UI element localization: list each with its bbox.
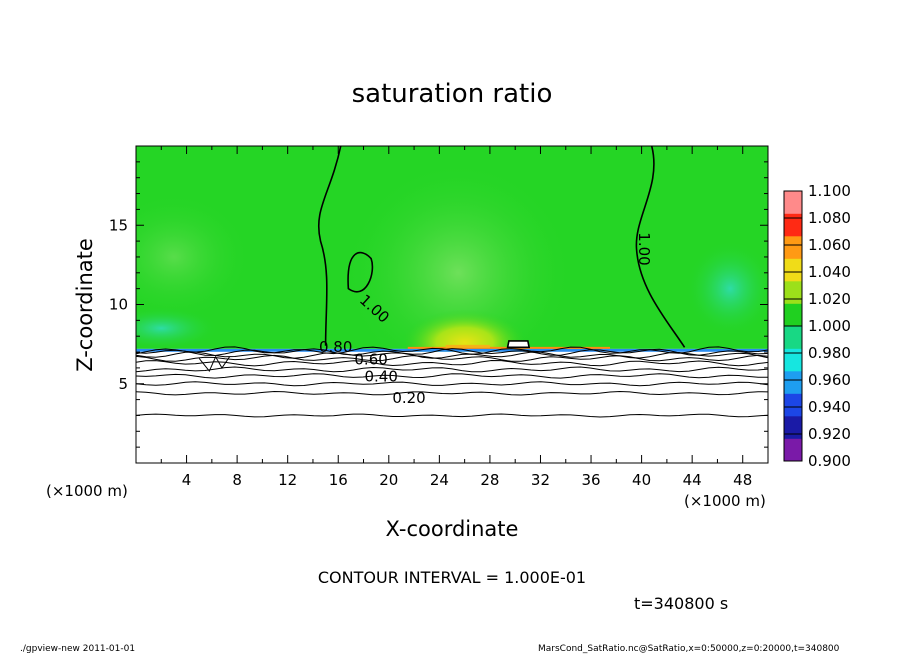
y-axis: 5 10 15 bbox=[109, 161, 768, 448]
colorbar-swatch bbox=[784, 213, 802, 237]
x-unit-left: (×1000 m) bbox=[46, 482, 128, 500]
contour-line bbox=[136, 351, 768, 359]
x-tick-label: 40 bbox=[632, 471, 651, 489]
contour-line bbox=[136, 413, 768, 418]
x-tick-label: 4 bbox=[182, 471, 192, 489]
x-axis: 4 8 12 16 20 24 28 32 36 40 44 48 bbox=[160, 146, 752, 489]
contour-label: 0.60 bbox=[354, 351, 387, 369]
contour-line bbox=[136, 373, 768, 379]
x-tick-label: 44 bbox=[683, 471, 702, 489]
contour-label: 1.00 bbox=[635, 232, 653, 265]
x-tick-label: 20 bbox=[379, 471, 398, 489]
contour-line bbox=[136, 366, 768, 373]
field-teal-left bbox=[136, 306, 219, 350]
plot-area: 0.200.400.600.801.001.00 bbox=[136, 146, 768, 463]
contour-bump bbox=[506, 340, 531, 349]
colorbar-swatch bbox=[784, 258, 802, 282]
field-light-green-left bbox=[136, 193, 250, 321]
footer-left: ./gpview-new 2011-01-01 bbox=[20, 644, 135, 654]
colorbar-label: 0.960 bbox=[808, 371, 851, 389]
colorbar-swatch bbox=[784, 438, 802, 462]
contour-line bbox=[136, 390, 768, 396]
colorbar-swatch bbox=[784, 236, 802, 259]
x-tick-label: 16 bbox=[329, 471, 348, 489]
chart-title: saturation ratio bbox=[352, 79, 553, 109]
colorbar-swatch bbox=[784, 191, 802, 214]
contour-label: 0.20 bbox=[392, 389, 425, 407]
field-teal-right bbox=[685, 241, 768, 337]
footer-right: MarsCond_SatRatio.nc@SatRatio,x=0:50000,… bbox=[538, 644, 840, 654]
colorbar-label: 0.900 bbox=[808, 452, 851, 470]
contour-interval: CONTOUR INTERVAL = 1.000E-01 bbox=[318, 568, 586, 587]
contour-line bbox=[136, 346, 768, 355]
y-tick-label: 10 bbox=[109, 296, 128, 314]
contour-label: 0.80 bbox=[319, 338, 352, 356]
y-tick-label: 15 bbox=[109, 216, 128, 234]
colorbar-label: 1.080 bbox=[808, 209, 851, 227]
colorbar-label: 1.040 bbox=[808, 263, 851, 281]
colorbar-label: 0.980 bbox=[808, 344, 851, 362]
colorbar-swatch bbox=[784, 348, 802, 372]
x-tick-label: 12 bbox=[278, 471, 297, 489]
contour-line bbox=[136, 348, 768, 357]
contour-one-loop bbox=[347, 251, 374, 293]
x-tick-label: 32 bbox=[531, 471, 550, 489]
y-tick-label: 5 bbox=[118, 375, 128, 393]
x-tick-label: 36 bbox=[581, 471, 600, 489]
colorbar-label: 1.060 bbox=[808, 236, 851, 254]
x-tick-label: 28 bbox=[480, 471, 499, 489]
colorbar-swatch bbox=[784, 393, 802, 417]
contour-label: 0.40 bbox=[365, 367, 398, 385]
contour-one-left bbox=[317, 146, 342, 346]
y-axis-label: Z-coordinate bbox=[73, 238, 97, 372]
x-tick-label: 48 bbox=[733, 471, 752, 489]
contour-line bbox=[136, 381, 768, 387]
time-label: t=340800 s bbox=[634, 594, 728, 613]
field-orange-peak bbox=[445, 344, 490, 348]
colorbar-label: 1.000 bbox=[808, 317, 851, 335]
colorbar: 0.900 0.920 0.940 0.960 0.980 1.000 1.020 1.040… bbox=[783, 182, 851, 470]
colorbar-swatch bbox=[784, 303, 802, 327]
contour-spike bbox=[198, 355, 230, 373]
colorbar-label: 1.100 bbox=[808, 182, 851, 200]
contour-line bbox=[136, 359, 768, 367]
x-axis-label: X-coordinate bbox=[386, 517, 519, 541]
colorbar-label: 1.020 bbox=[808, 290, 851, 308]
colorbar-swatch bbox=[784, 416, 802, 439]
contour-one-right bbox=[635, 146, 686, 348]
x-tick-label: 8 bbox=[232, 471, 242, 489]
colorbar-swatch bbox=[784, 371, 802, 394]
colorbar-swatch bbox=[784, 326, 802, 349]
colorbar-swatch bbox=[784, 281, 802, 304]
colorbar-label: 0.920 bbox=[808, 425, 851, 443]
colorbar-label: 0.940 bbox=[808, 398, 851, 416]
contour-line bbox=[136, 354, 768, 362]
x-unit-right: (×1000 m) bbox=[684, 492, 766, 510]
x-tick-label: 24 bbox=[430, 471, 449, 489]
